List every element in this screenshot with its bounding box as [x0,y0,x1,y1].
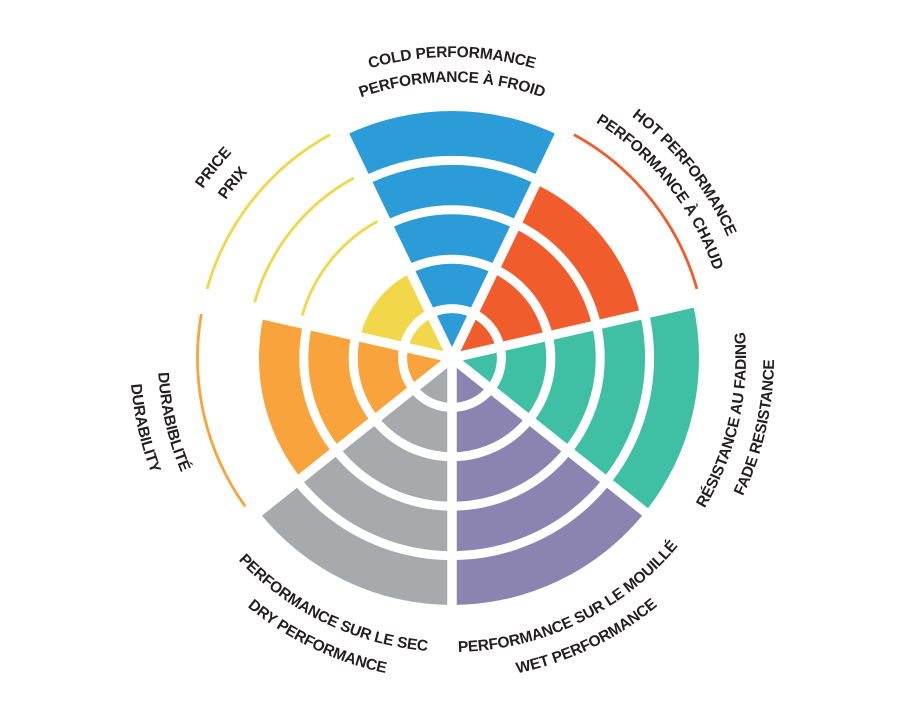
label-cold-performance-en: COLD PERFORMANCE [366,44,537,72]
wedge-dry-performance [258,358,452,605]
segment-divider-spoke-5 [206,297,454,363]
wedge-fade-resistance [452,303,700,512]
score-outline-arc-price-level-3 [300,220,379,317]
score-outline-arc-price-level-4 [253,176,355,303]
segment-divider-spoke-0 [447,129,566,361]
label-cold-performance-fr: PERFORMANCE À FROID [357,69,547,101]
score-outline-arcs-layer [196,133,699,508]
segment-divider-spoke-1 [450,297,698,363]
label-durability-fr: DURABIBLITÉ [154,372,193,474]
wedge-price [360,273,452,358]
segment-divider-spoke-4 [252,354,455,519]
score-outline-arc-durability-level-5 [196,313,247,508]
segment-divider-spoke-6 [338,129,457,361]
wedges-layer [258,110,700,605]
label-hot-performance-en: HOT PERFORMANCE [629,106,739,238]
wedge-wet-performance [452,358,646,605]
wedge-cold-performance [344,110,560,358]
segment-divider-spoke-2 [449,354,652,519]
score-outline-arc-hot-performance-level-5 [573,133,699,290]
grid-layer [206,129,698,609]
score-outline-arc-price-level-5 [205,133,331,290]
